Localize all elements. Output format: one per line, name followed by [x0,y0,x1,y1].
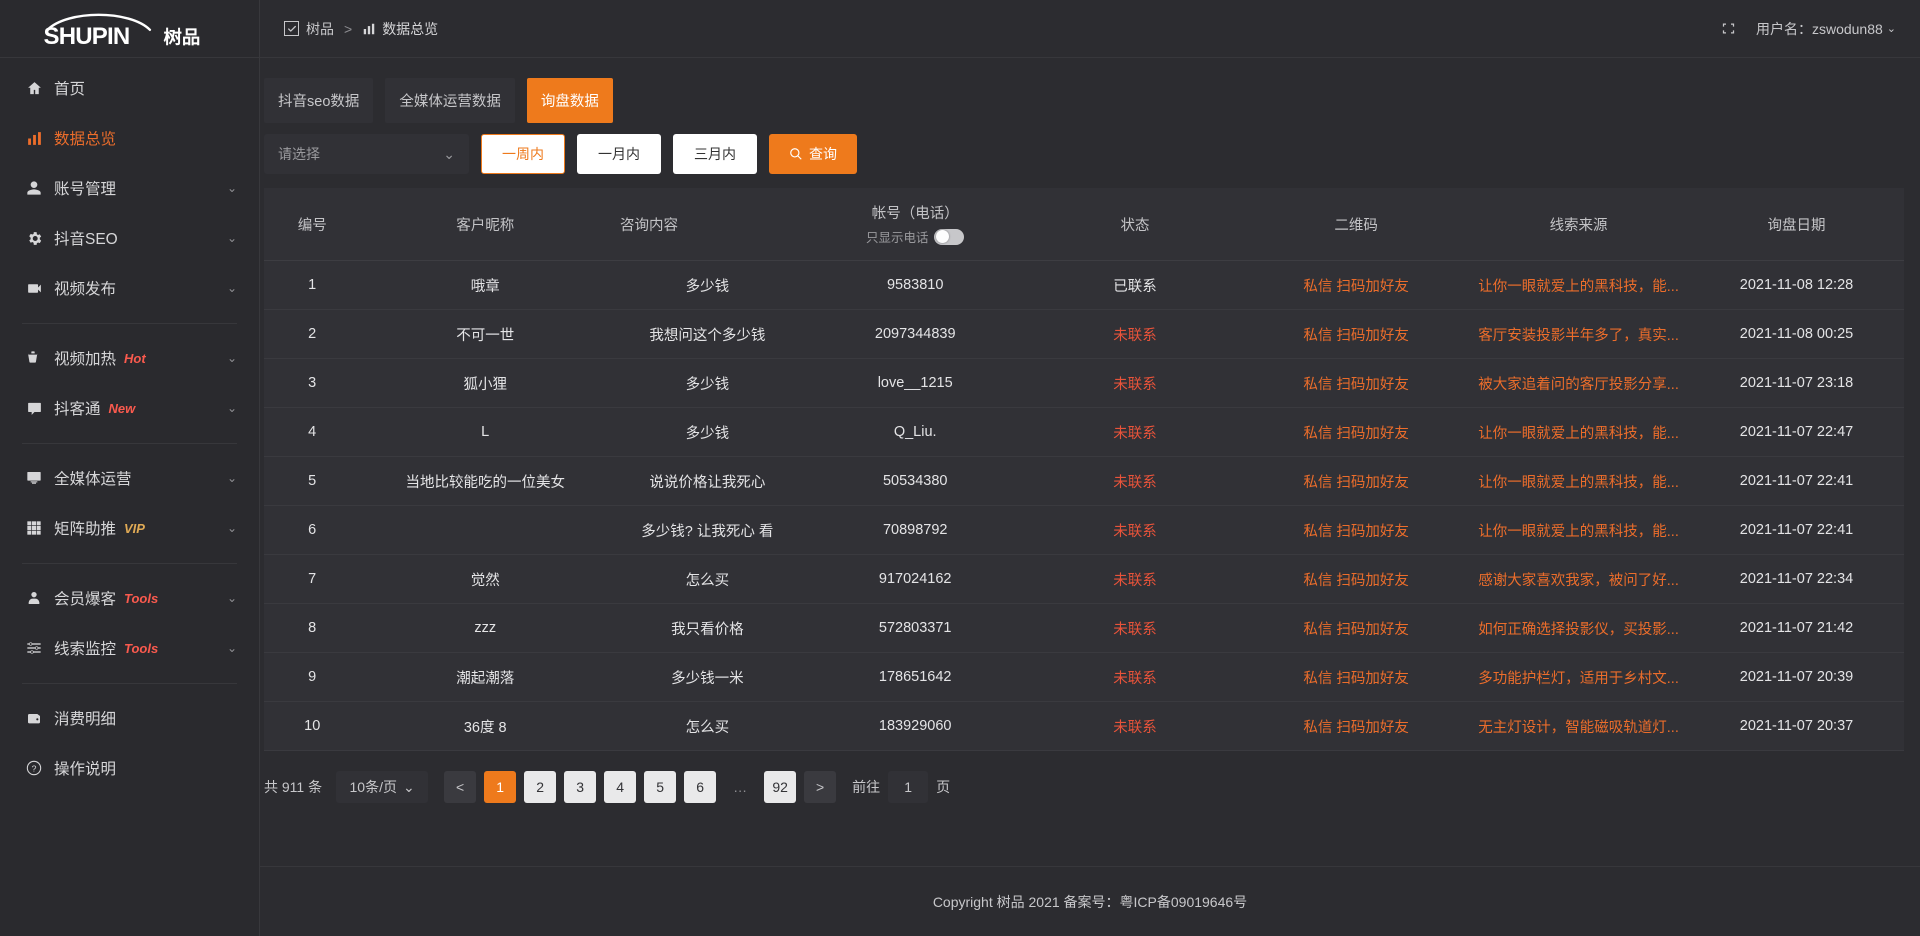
svg-text:?: ? [32,763,37,773]
svg-text:SHUPIN: SHUPIN [44,23,130,49]
svg-text:树品: 树品 [164,26,201,47]
